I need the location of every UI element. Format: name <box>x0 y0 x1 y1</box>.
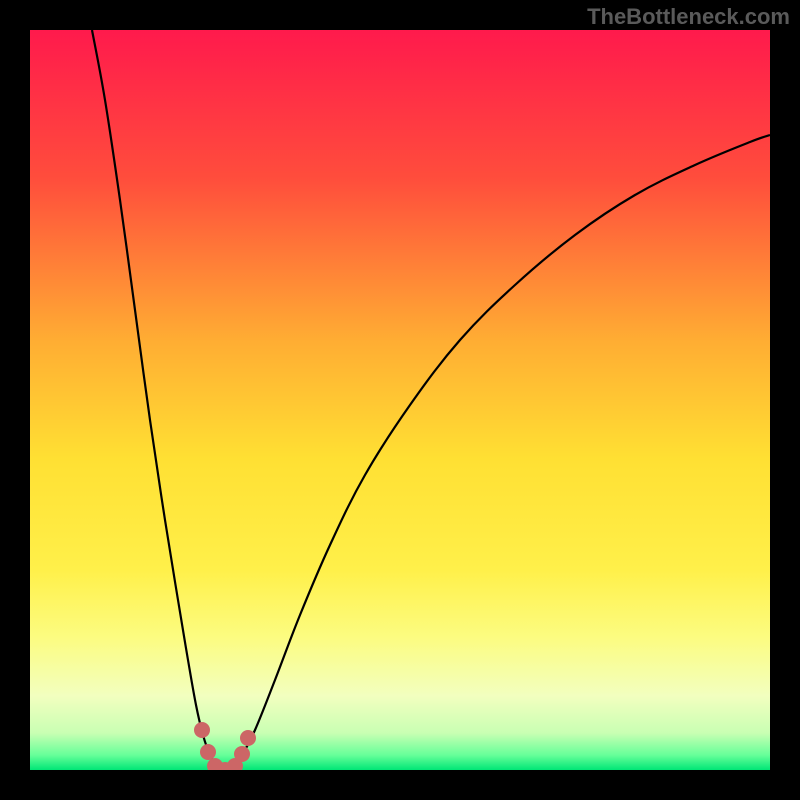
marker-point <box>200 744 216 760</box>
chart-container: TheBottleneck.com <box>0 0 800 800</box>
attribution-text: TheBottleneck.com <box>587 4 790 30</box>
marker-point <box>234 746 250 762</box>
plot-area <box>30 30 770 770</box>
chart-svg <box>30 30 770 770</box>
marker-point <box>240 730 256 746</box>
marker-point <box>194 722 210 738</box>
gradient-background <box>30 30 770 770</box>
